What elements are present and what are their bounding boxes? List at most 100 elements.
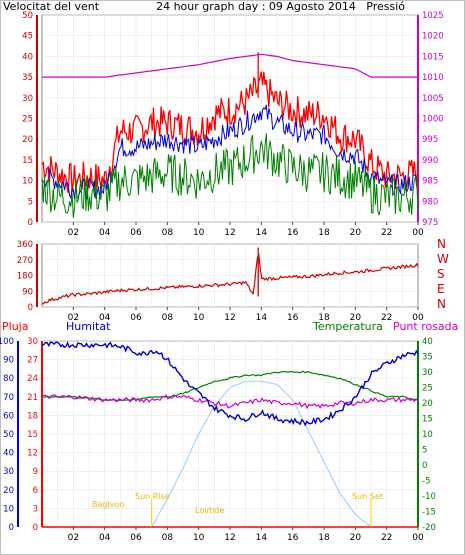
- pressure-tick-label: 1015: [422, 52, 444, 62]
- wind-time-tick-label: 20: [350, 228, 362, 238]
- humidity-tick-label: 0: [9, 523, 14, 533]
- wind-direction-tick-label: 0: [28, 303, 33, 313]
- sunset-label: Sun Set: [352, 492, 383, 501]
- humidity-axis: 0 10 20 30 40 50 60 70 80 90 100: [0, 337, 19, 533]
- pressure-tick-label: 1005: [422, 94, 444, 104]
- wind-speed-tick-label: 20: [22, 135, 33, 145]
- wind-time-tick-label: 04: [99, 228, 111, 238]
- wind-direction-series: [41, 253, 419, 305]
- temperature-tick-label: 25: [422, 384, 433, 394]
- compass-label-n2: N: [437, 297, 446, 311]
- rain-title: Pluja: [2, 320, 28, 333]
- dir-time-tick-label: 02: [68, 313, 79, 323]
- wind-speed-tick-label: 50: [22, 11, 33, 21]
- temperature-tick-label: 0: [422, 461, 427, 471]
- dir-time-tick-label: 22: [381, 313, 392, 323]
- humidity-tick-label: 90: [3, 356, 14, 366]
- temp-time-tick-label: 20: [350, 533, 362, 543]
- temperature-tick-label: -10: [422, 492, 436, 502]
- humidity-tick-label: 50: [3, 430, 14, 440]
- wind-direction-tick-label: 360: [17, 240, 33, 250]
- humidity-series: [41, 341, 419, 427]
- direction-time-axis: 02 04 06 08 10 12 14 16 18 20 22 00: [68, 307, 424, 323]
- pressure-tick-label: 990: [422, 156, 438, 166]
- wind-speed-tick-label: 45: [22, 32, 33, 42]
- compass-label-n1: N: [437, 237, 446, 251]
- temp-time-tick-label: 12: [224, 533, 235, 543]
- wind-time-tick-label: 06: [130, 228, 142, 238]
- temp-time-tick-label: 14: [256, 533, 268, 543]
- wind-time-tick-label: 14: [256, 228, 268, 238]
- rain-tick-label: 12: [27, 449, 38, 459]
- dir-time-tick-label: 08: [162, 313, 174, 323]
- wind-speed-tick-label: 40: [22, 52, 33, 62]
- humidity-tick-label: 10: [3, 504, 14, 514]
- temperature-tick-label: -5: [422, 477, 430, 487]
- moonrise-label: Lovtide: [195, 506, 224, 515]
- compass-label-w: W: [437, 252, 449, 266]
- rain-tick-label: 6: [33, 486, 38, 496]
- wind-direction-tick-label: 90: [22, 287, 33, 297]
- temperature-title: Temperatura: [312, 320, 383, 333]
- temp-time-axis: 02 04 06 08 10 12 14 16 18 20 22 00: [68, 527, 424, 543]
- solar-curve-series: [151, 380, 372, 528]
- wind-time-tick-label: 02: [68, 228, 79, 238]
- rain-tick-label: 21: [27, 393, 38, 403]
- temperature-tick-label: 5: [422, 446, 427, 456]
- wind-time-tick-label: 22: [381, 228, 392, 238]
- min-wind-series: [41, 133, 419, 218]
- wind-pressure-series: [41, 52, 419, 218]
- pressure-tick-label: 975: [422, 218, 438, 228]
- temperature-tick-label: 35: [422, 353, 433, 363]
- dewpoint-title: Punt rosada: [393, 320, 458, 333]
- dir-time-tick-label: 16: [287, 313, 299, 323]
- humidity-tick-label: 70: [3, 393, 14, 403]
- temp-time-tick-label: 04: [99, 533, 111, 543]
- pressure-title: Pressió: [366, 0, 405, 13]
- dir-time-tick-label: 10: [193, 313, 205, 323]
- wind-time-tick-label: 10: [193, 228, 205, 238]
- rain-tick-label: 30: [27, 337, 38, 347]
- dir-time-tick-label: 00: [412, 313, 424, 323]
- wind-speed-tick-label: 25: [22, 115, 33, 125]
- dir-time-tick-label: 12: [224, 313, 235, 323]
- compass-label-s: S: [437, 267, 445, 281]
- graph-date-title: 24 hour graph day : 09 Agosto 2014: [156, 0, 356, 13]
- temp-time-tick-label: 10: [193, 533, 205, 543]
- wind-speed-tick-label: 15: [22, 156, 33, 166]
- dir-time-tick-label: 04: [99, 313, 111, 323]
- gust-series: [41, 71, 419, 194]
- pressure-tick-label: 995: [422, 135, 438, 145]
- humidity-tick-label: 40: [3, 449, 14, 459]
- temp-time-tick-label: 18: [318, 533, 330, 543]
- temp-time-tick-label: 22: [381, 533, 392, 543]
- humidity-tick-label: 80: [3, 374, 14, 384]
- pressure-axis: 975 980 985 990 995 1000 1005 1010 1015 1020 1025: [417, 11, 444, 228]
- temp-time-tick-label: 02: [68, 533, 79, 543]
- dir-time-tick-label: 06: [130, 313, 142, 323]
- rain-tick-label: 27: [27, 356, 38, 366]
- humidity-tick-label: 60: [3, 411, 14, 421]
- rain-axis: 0 3 6 9 12 15 18 21 24 27 30: [27, 337, 43, 533]
- wind-speed-tick-label: 30: [22, 94, 33, 104]
- wind-direction-series: [41, 247, 419, 305]
- humidity-tick-label: 20: [3, 486, 14, 496]
- dawn-label: Baglvoo: [92, 500, 124, 509]
- wind-speed-tick-label: 10: [22, 177, 33, 187]
- dir-time-tick-label: 18: [318, 313, 330, 323]
- dir-time-tick-label: 14: [256, 313, 268, 323]
- temperature-tick-label: -20: [422, 523, 436, 533]
- wind-direction-panel: 0 90 180 270 360 02 04 06 08 10 12 14 16 18 20 22 00 N …: [17, 237, 449, 323]
- rain-tick-label: 15: [27, 430, 38, 440]
- sunrise-label: Sun Rise: [135, 492, 170, 501]
- pressure-tick-label: 1000: [422, 115, 444, 125]
- pressure-tick-label: 1020: [422, 32, 444, 42]
- dewpoint-series: [41, 394, 419, 410]
- wind-time-tick-label: 16: [287, 228, 299, 238]
- temp-time-tick-label: 00: [412, 533, 424, 543]
- temp-time-tick-label: 08: [162, 533, 174, 543]
- wind-time-tick-label: 12: [224, 228, 235, 238]
- wind-speed-tick-label: 5: [28, 197, 33, 207]
